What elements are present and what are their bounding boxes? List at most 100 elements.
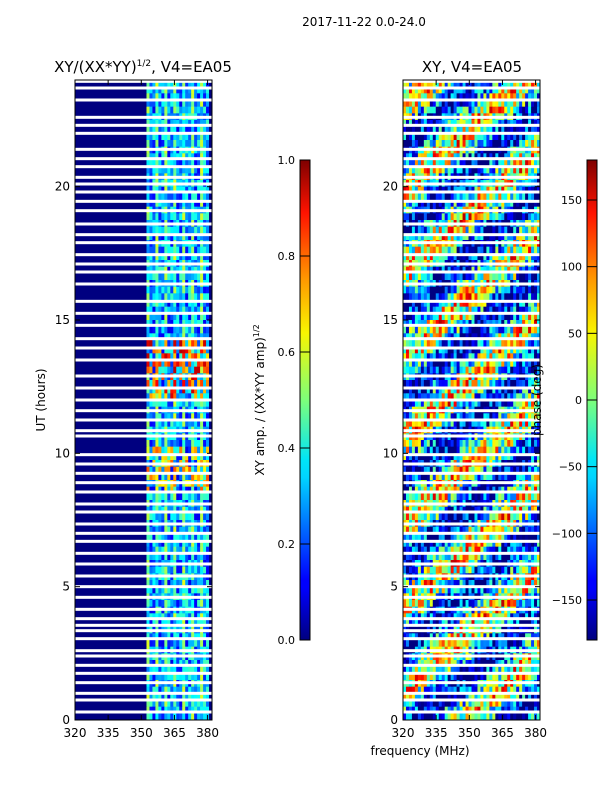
heatmap-cell	[86, 193, 91, 201]
heatmap-cell	[125, 160, 130, 168]
heatmap-cell	[516, 133, 520, 141]
flagged-row	[75, 623, 212, 627]
heatmap-cell	[194, 553, 198, 561]
heatmap-cell	[143, 586, 147, 594]
heatmap-cell	[113, 293, 118, 301]
heatmap-cell	[164, 486, 168, 494]
heatmap-cell	[167, 533, 171, 541]
heatmap-cell	[101, 346, 106, 354]
heatmap-cell	[498, 120, 502, 128]
heatmap-cell	[152, 400, 156, 408]
heatmap-cell	[203, 420, 207, 428]
heatmap-cell	[191, 620, 195, 628]
heatmap-cell	[194, 126, 198, 134]
heatmap-cell	[203, 526, 207, 534]
heatmap-cell	[203, 633, 207, 641]
heatmap-cell	[107, 506, 112, 514]
heatmap-cell	[411, 126, 416, 134]
heatmap-cell	[122, 706, 127, 714]
heatmap-cell	[203, 360, 207, 368]
heatmap-cell	[158, 540, 162, 548]
heatmap-cell	[191, 466, 195, 474]
heatmap-cell	[185, 633, 189, 641]
heatmap-cell	[155, 80, 159, 88]
heatmap-cell	[149, 706, 153, 714]
heatmap-cell	[101, 660, 106, 668]
heatmap-cell	[137, 193, 141, 201]
heatmap-cell	[155, 320, 159, 328]
heatmap-cell	[107, 713, 112, 721]
heatmap-cell	[483, 86, 487, 94]
heatmap-cell	[86, 386, 91, 394]
heatmap-cell	[209, 386, 213, 394]
heatmap-cell	[161, 466, 165, 474]
heatmap-cell	[86, 300, 91, 308]
heatmap-cell	[107, 293, 112, 301]
heatmap-cell	[161, 453, 165, 461]
heatmap-cell	[131, 493, 135, 501]
heatmap-cell	[80, 566, 85, 574]
heatmap-cell	[176, 440, 180, 448]
heatmap-cell	[209, 620, 213, 628]
heatmap-cell	[155, 306, 159, 314]
heatmap-cell	[170, 600, 174, 608]
heatmap-cell	[131, 546, 135, 554]
heatmap-cell	[107, 133, 112, 141]
heatmap-cell	[131, 133, 135, 141]
heatmap-cell	[456, 106, 460, 114]
heatmap-cell	[167, 386, 171, 394]
heatmap-cell	[161, 553, 165, 561]
heatmap-cell	[489, 86, 493, 94]
heatmap-cell	[122, 693, 127, 701]
heatmap-cell	[122, 133, 127, 141]
heatmap-cell	[75, 106, 79, 114]
heatmap-cell	[403, 106, 407, 114]
heatmap-cell	[188, 346, 192, 354]
heatmap-cell	[143, 133, 147, 141]
heatmap-cell	[519, 100, 523, 108]
heatmap-cell	[80, 586, 85, 594]
heatmap-cell	[137, 466, 141, 474]
heatmap-cell	[200, 386, 204, 394]
heatmap-cell	[167, 80, 171, 88]
heatmap-cell	[110, 246, 115, 254]
heatmap-cell	[143, 80, 147, 88]
heatmap-cell	[134, 326, 138, 334]
heatmap-cell	[113, 673, 118, 681]
heatmap-cell	[203, 493, 207, 501]
heatmap-cell	[89, 160, 94, 168]
heatmap-cell	[116, 320, 121, 328]
heatmap-cell	[194, 486, 198, 494]
heatmap-cell	[456, 80, 460, 88]
heatmap-cell	[200, 160, 204, 168]
heatmap-cell	[203, 380, 207, 388]
heatmap-cell	[501, 80, 505, 88]
heatmap-cell	[92, 186, 97, 194]
heatmap-cell	[176, 193, 180, 201]
heatmap-cell	[197, 133, 201, 141]
heatmap-cell	[143, 160, 147, 168]
heatmap-cell	[101, 493, 106, 501]
heatmap-cell	[408, 86, 413, 94]
heatmap-cell	[110, 86, 115, 94]
heatmap-cell	[110, 540, 115, 548]
heatmap-cell	[528, 80, 532, 88]
heatmap-cell	[191, 706, 195, 714]
heatmap-cell	[158, 486, 162, 494]
heatmap-cell	[194, 400, 198, 408]
heatmap-cell	[450, 86, 455, 94]
heatmap-cell	[480, 93, 484, 101]
heatmap-cell	[197, 246, 201, 254]
heatmap-cell	[107, 360, 112, 368]
heatmap-cell	[459, 106, 463, 114]
heatmap-cell	[122, 473, 127, 481]
heatmap-cell	[113, 80, 118, 88]
heatmap-cell	[83, 246, 88, 254]
heatmap-cell	[197, 526, 201, 534]
heatmap-cell	[191, 613, 195, 621]
heatmap-cell	[113, 200, 118, 208]
heatmap-cell	[173, 353, 177, 361]
heatmap-cell	[119, 640, 124, 648]
heatmap-cell	[194, 640, 198, 648]
heatmap-cell	[143, 526, 147, 534]
